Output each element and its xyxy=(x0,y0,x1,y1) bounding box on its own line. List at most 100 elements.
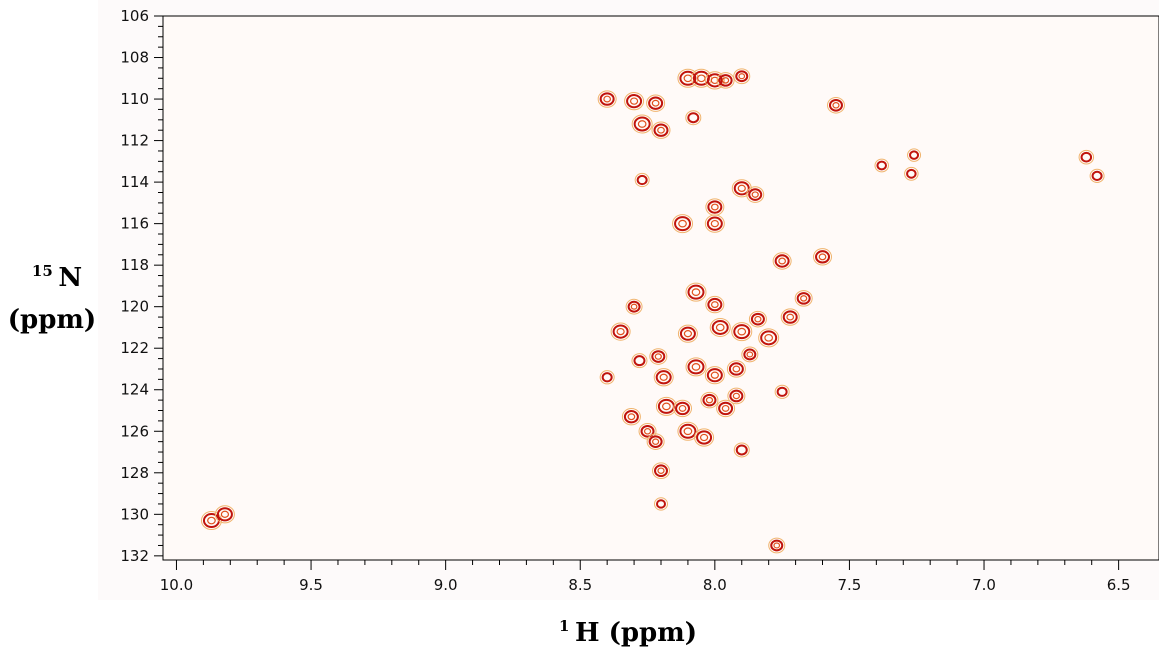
peak-contour xyxy=(633,116,651,132)
peak-contour xyxy=(648,96,664,110)
peak-contour xyxy=(733,324,751,340)
peak xyxy=(768,537,786,554)
peak-contour-outer xyxy=(813,248,833,266)
peak-contour-inner xyxy=(710,76,719,85)
peak-contour-inner xyxy=(207,516,216,525)
peak xyxy=(904,166,919,181)
peak-contour-inner xyxy=(710,371,719,379)
peak-contour-outer xyxy=(646,433,665,450)
peak-contour xyxy=(674,216,692,232)
peak-contour-outer xyxy=(746,186,765,203)
peak-contour-inner xyxy=(683,330,693,338)
peak xyxy=(705,295,725,314)
peak-contour-inner xyxy=(630,303,638,310)
peak-contour-outer xyxy=(672,214,694,234)
peak-contour-inner xyxy=(773,542,781,549)
peak-contour-outer xyxy=(874,158,889,173)
peak-contour xyxy=(876,160,887,171)
peak-contour xyxy=(679,326,696,341)
peak-contour-inner xyxy=(737,184,746,192)
peak-contour-inner xyxy=(643,428,652,435)
peak-contour-outer xyxy=(625,298,643,315)
peak xyxy=(746,186,765,203)
peak-contour xyxy=(774,254,790,268)
peak-contour xyxy=(702,393,717,407)
peak-contour-outer xyxy=(631,353,648,369)
peak-contour-outer xyxy=(646,94,666,112)
peak-contour-outer xyxy=(748,310,767,328)
peak-contour-outer xyxy=(716,399,736,418)
peak-contour-inner xyxy=(637,120,647,128)
y-tick-label: 114 xyxy=(120,173,149,191)
peak-contour xyxy=(707,297,723,312)
peak-contour xyxy=(679,423,697,439)
peak-contour-outer xyxy=(631,114,653,134)
peak xyxy=(813,248,833,266)
peak-contour-outer xyxy=(768,537,786,554)
peak-contour-inner xyxy=(651,99,660,107)
peak-contour-outer xyxy=(685,282,707,302)
peak-contour-outer xyxy=(653,368,674,387)
y-axis: 106 108 110 112 114 116 118 120 122 124 126 128 130 1… xyxy=(120,7,163,565)
peak xyxy=(709,317,731,337)
peak-contour-outer xyxy=(741,346,759,363)
peak-contour xyxy=(655,370,672,385)
peak-contour-inner xyxy=(691,288,701,297)
peak xyxy=(700,391,719,409)
peak xyxy=(794,290,813,307)
peak xyxy=(726,360,746,378)
peak xyxy=(673,399,693,418)
x-axis-title-superscript: 1 xyxy=(559,617,569,635)
peak xyxy=(694,428,715,447)
peak-contour xyxy=(696,430,713,445)
peak xyxy=(634,172,650,188)
peak-contour xyxy=(909,150,920,160)
peak-contour xyxy=(654,464,668,478)
peak xyxy=(716,399,736,418)
peak-contour-outer xyxy=(716,72,735,89)
peak-contour xyxy=(640,424,655,438)
x-axis-title-main: H (ppm) xyxy=(575,618,697,648)
peak-contour-inner xyxy=(657,467,665,474)
peak-contour-inner xyxy=(691,363,701,371)
peak-contour-inner xyxy=(710,301,719,309)
peak-contour xyxy=(656,499,666,509)
peak xyxy=(677,324,698,343)
peak-contour-inner xyxy=(722,77,730,84)
peak xyxy=(685,357,707,377)
peak-contour-inner xyxy=(627,413,636,421)
peak xyxy=(624,92,645,111)
peak-contour-inner xyxy=(657,126,665,134)
peak-contour-inner xyxy=(705,396,714,404)
peak xyxy=(780,308,800,326)
peak-contour-outer xyxy=(597,90,617,108)
peak xyxy=(646,94,666,112)
peak-contour-inner xyxy=(746,351,754,358)
peak-contour xyxy=(687,284,705,300)
peak-contour-inner xyxy=(832,102,840,109)
peak xyxy=(649,348,668,365)
y-tick-label: 124 xyxy=(120,381,149,399)
peak-contour-outer xyxy=(727,387,746,405)
peak-contour-outer xyxy=(1089,168,1105,183)
peak-contour-inner xyxy=(754,315,762,323)
x-tick-label: 7.0 xyxy=(972,576,996,594)
peak xyxy=(727,387,746,405)
peak xyxy=(704,71,725,90)
peak-contour-inner xyxy=(800,295,808,302)
peak-contour xyxy=(776,386,788,397)
peak-contour xyxy=(735,70,749,83)
peak-contour xyxy=(627,300,641,313)
peak xyxy=(631,353,648,369)
peak xyxy=(651,121,671,139)
y-tick-label: 112 xyxy=(120,132,149,150)
peak xyxy=(731,322,753,342)
peak-contour-inner xyxy=(778,257,786,265)
peak-contour-inner xyxy=(751,191,759,198)
peak-contour-inner xyxy=(786,313,795,321)
peak-contour-outer xyxy=(731,322,753,342)
peak-contour-inner xyxy=(629,97,639,105)
peak-contour-inner xyxy=(654,353,662,360)
y-tick-label: 126 xyxy=(120,422,149,440)
peak-contour-inner xyxy=(710,203,719,211)
